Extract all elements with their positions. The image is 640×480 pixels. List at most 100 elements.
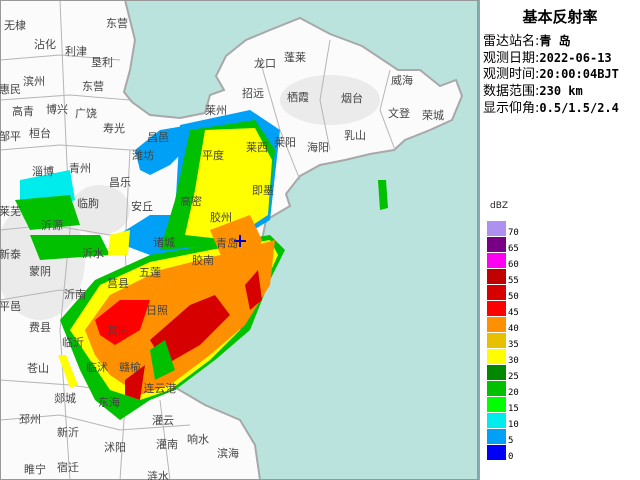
legend-swatch	[487, 365, 506, 380]
city-label: 惠民	[0, 83, 21, 96]
city-label: 莒县	[107, 277, 129, 290]
city-label: 日照	[146, 304, 168, 317]
city-label: 淄博	[32, 165, 54, 178]
radar-echo	[15, 110, 388, 420]
city-label: 青州	[69, 162, 91, 175]
city-label: 五莲	[139, 266, 161, 279]
legend-label: 35	[508, 340, 519, 350]
city-label: 沂南	[64, 288, 86, 301]
legend-swatch	[487, 349, 506, 364]
city-label: 博兴	[46, 103, 68, 116]
legend-label: 10	[508, 420, 519, 430]
city-label: 临沂	[62, 336, 84, 349]
city-label: 平度	[202, 149, 224, 162]
elevation-row: 显示仰角:0.5/1.5/2.4	[483, 97, 619, 116]
city-label: 涟水	[147, 470, 169, 480]
city-label: 临朐	[77, 197, 99, 210]
legend-label: 60	[508, 260, 519, 270]
row-label: 观测时间:	[483, 67, 540, 82]
city-label: 莒南	[107, 325, 129, 338]
legend-swatch	[487, 285, 506, 300]
city-label: 蒙阴	[29, 265, 51, 278]
city-label: 莱芜	[0, 205, 21, 218]
city-label: 广饶	[75, 107, 97, 120]
city-label: 招远	[242, 87, 264, 100]
legend-label: 65	[508, 244, 519, 254]
row-label: 显示仰角:	[483, 101, 540, 116]
legend-label: 0	[508, 452, 514, 462]
station-name: 青 岛	[539, 34, 571, 48]
row-label: 观测日期:	[483, 51, 540, 66]
city-label: 利津	[65, 45, 87, 58]
city-label: 赣榆	[119, 361, 141, 374]
legend-label: 5	[508, 436, 514, 446]
city-label: 新沂	[57, 426, 79, 439]
legend-label: 25	[508, 372, 519, 382]
legend-swatch	[487, 397, 506, 412]
city-label: 胶州	[210, 211, 232, 224]
city-label: 沾化	[34, 38, 56, 51]
city-label: 威海	[391, 74, 413, 87]
city-label: 沂源	[41, 219, 63, 232]
legend-label: 50	[508, 292, 519, 302]
city-label: 潍坊	[132, 149, 154, 162]
elevation: 0.5/1.5/2.4	[539, 101, 619, 115]
legend-swatch	[487, 381, 506, 396]
legend-unit: dBZ	[490, 201, 509, 211]
radar-station-plus-icon	[234, 235, 246, 247]
city-label: 莱西	[246, 141, 268, 154]
obs-time: 20:00:04BJT	[539, 67, 619, 81]
city-label: 东海	[98, 396, 120, 409]
city-label: 青岛	[216, 237, 238, 250]
city-label: 乳山	[344, 129, 366, 142]
city-label: 沂水	[82, 247, 104, 260]
legend-label: 15	[508, 404, 519, 414]
city-label: 平邑	[0, 300, 21, 313]
city-label: 郯城	[54, 392, 76, 405]
range-row: 数据范围:230 km	[483, 80, 583, 99]
city-label: 东营	[106, 17, 128, 30]
city-label: 高密	[180, 195, 202, 208]
city-label: 诸城	[153, 236, 175, 249]
time-row: 观测时间:20:00:04BJT	[483, 63, 619, 82]
legend-label: 55	[508, 276, 519, 286]
city-label: 即墨	[252, 184, 274, 197]
city-label: 龙口	[254, 57, 276, 70]
city-label: 寿光	[103, 122, 125, 135]
city-label: 蓬莱	[284, 51, 306, 64]
info-panel: 基本反射率 雷达站名:青 岛 观测日期:2022-06-13 观测时间:20:0…	[478, 0, 640, 480]
city-label: 文登	[388, 107, 410, 120]
city-label: 邹平	[0, 130, 21, 143]
city-label: 临沭	[86, 361, 108, 374]
city-label: 苍山	[27, 362, 49, 375]
city-label: 东营	[82, 80, 104, 93]
city-label: 邳州	[19, 413, 41, 426]
city-label: 睢宁	[24, 463, 46, 476]
city-label: 垦利	[91, 56, 113, 69]
city-label: 高青	[12, 105, 34, 118]
radar-map: 无棣 沾化 利津 东营 垦利 滨州 东营 惠民 高青 博兴 广饶 寿光 邹平 桓台 淄博 青州 昌乐 临朐 莱芜 沂源…	[0, 0, 478, 480]
legend-label: 45	[508, 308, 519, 318]
legend-swatch	[487, 221, 506, 236]
legend-label: 40	[508, 324, 519, 334]
map-canvas	[0, 0, 478, 480]
row-label: 雷达站名:	[483, 34, 540, 49]
legend-swatch	[487, 445, 506, 460]
legend-swatch	[487, 413, 506, 428]
city-label: 滨海	[217, 447, 239, 460]
city-label: 海阳	[307, 141, 329, 154]
city-label: 宿迁	[57, 461, 79, 474]
legend-label: 70	[508, 228, 519, 238]
city-label: 灌南	[156, 438, 178, 451]
legend-swatch	[487, 317, 506, 332]
city-label: 安丘	[131, 200, 153, 213]
legend-label: 20	[508, 388, 519, 398]
city-label: 莱州	[205, 104, 227, 117]
city-label: 昌邑	[147, 131, 169, 144]
city-label: 新泰	[0, 248, 21, 261]
row-label: 数据范围:	[483, 84, 540, 99]
station-row: 雷达站名:青 岛	[483, 30, 571, 49]
city-label: 沭阳	[104, 441, 126, 454]
legend-swatch	[487, 333, 506, 348]
city-label: 费县	[29, 321, 51, 334]
